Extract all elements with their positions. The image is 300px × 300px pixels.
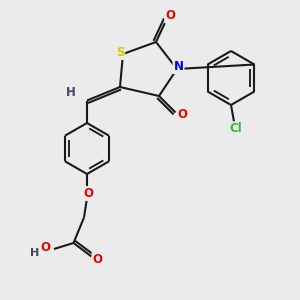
Text: S: S [116,46,124,59]
Text: O: O [165,9,175,22]
Text: H: H [66,86,75,100]
Text: O: O [92,253,103,266]
Text: O: O [40,241,51,254]
Text: H: H [30,248,39,258]
Text: O: O [177,107,187,121]
Text: N: N [173,60,184,73]
Text: O: O [83,187,94,200]
Text: Cl: Cl [229,122,242,136]
